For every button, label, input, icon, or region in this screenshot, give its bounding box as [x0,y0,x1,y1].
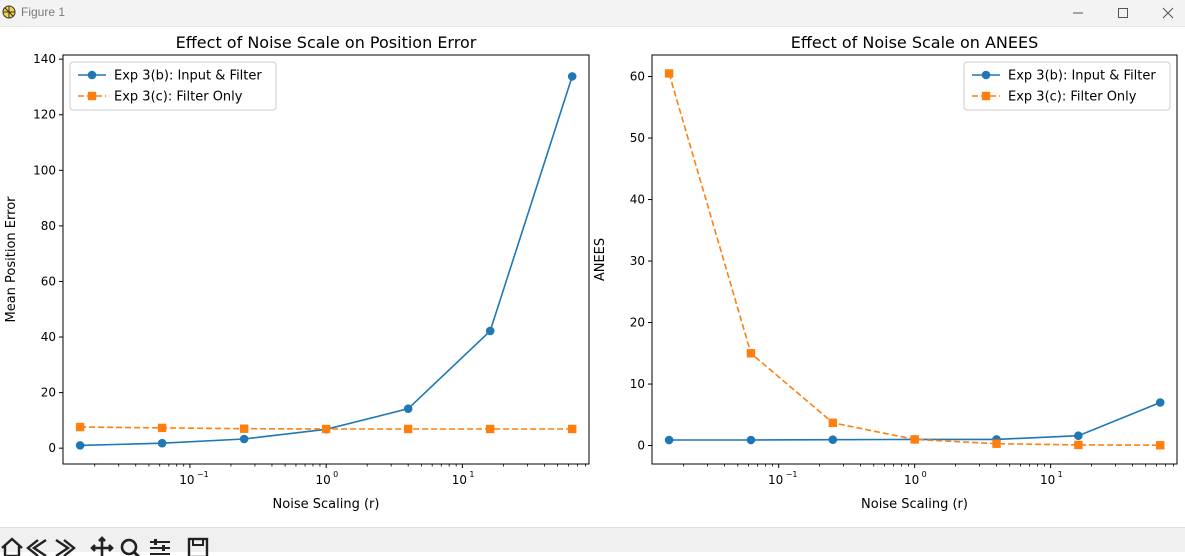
y-tick-label: 80 [41,219,56,233]
y-tick-label: 0 [637,439,645,453]
maximize-button[interactable] [1100,0,1146,26]
data-point [485,424,495,434]
minimize-button[interactable] [1055,0,1101,26]
data-point [910,435,919,444]
x-tick-label-exponent: 0 [333,470,338,479]
x-tick-label-base: 10 [452,473,467,487]
data-point [664,435,674,445]
y-tick-label: 10 [630,377,645,391]
x-tick-label-base: 10 [179,473,194,487]
x-tick-label-base: 10 [316,473,331,487]
y-tick-label: 60 [630,70,645,84]
y-tick-label: 100 [33,163,56,177]
y-tick-label: 60 [41,274,56,288]
legend-marker [87,70,97,80]
x-tick-label-exponent: −1 [786,470,798,479]
data-point [239,424,249,433]
y-tick-label: 20 [630,316,645,330]
y-tick-label: 120 [33,108,56,122]
figure-canvas[interactable]: Effect of Noise Scale on Position Error N… [0,27,1185,527]
matplotlib-figure-icon [2,5,16,19]
data-point [485,326,495,336]
x-tick-label-base: 10 [1040,473,1055,487]
configure-subplots-icon[interactable] [148,536,172,556]
data-point [1156,441,1165,450]
chart-1: Effect of Noise Scale on Position Error N… [4,33,590,512]
chart-title: Effect of Noise Scale on ANEES [791,33,1039,52]
series-line [669,401,1161,441]
home-icon[interactable] [0,536,24,556]
data-point [239,434,249,444]
close-button[interactable] [1145,0,1185,26]
chart-2: Effect of Noise Scale on ANEES Noise Scal… [593,33,1178,512]
axes-frame [651,54,1178,465]
legend-frame [69,61,277,111]
x-axis-label: Noise Scaling (r) [273,497,380,512]
data-point [1155,398,1165,407]
legend-marker [981,91,991,101]
y-tick-label: 30 [630,254,645,268]
data-point [828,435,838,445]
legend: Exp 3(b): Input & Filter Exp 3(c): Filter… [69,61,277,111]
x-tick-label-base: 10 [768,473,783,487]
y-tick-label: 140 [33,52,56,66]
legend-marker [981,70,991,80]
chart-title: Effect of Noise Scale on Position Error [176,33,477,52]
axes-frame [62,54,590,465]
data-point [1074,440,1083,450]
close-icon [1162,7,1174,19]
x-tick-label-exponent: −1 [197,470,209,479]
pan-icon[interactable] [90,536,114,556]
window-titlebar: Figure 1 [0,0,1185,27]
y-tick-label: 0 [48,441,56,455]
minimize-icon [1073,12,1083,14]
y-axis-label: ANEES [593,238,608,281]
x-tick-label-exponent: 0 [922,470,927,479]
legend-label: Exp 3(b): Input & Filter [1008,69,1156,84]
zoom-icon[interactable] [118,536,142,556]
forward-icon[interactable] [52,536,76,556]
x-axis-label: Noise Scaling (r) [861,497,968,512]
y-tick-label: 20 [41,386,56,400]
x-tick-label-base: 10 [904,473,919,487]
maximize-icon [1118,8,1128,18]
save-icon[interactable] [186,536,210,556]
series-line [80,76,573,447]
data-point [1074,431,1083,441]
data-point [568,424,577,434]
series-line [668,73,1161,446]
data-point [403,404,413,414]
legend-frame [963,61,1171,111]
legend-label: Exp 3(c): Filter Only [1008,90,1137,105]
data-point [75,422,85,432]
data-point [828,418,838,427]
data-point [403,424,413,434]
figure-svg: Effect of Noise Scale on Position Error N… [4,33,1178,512]
window-title: Figure 1 [21,5,66,19]
back-icon[interactable] [26,536,50,556]
legend-label: Exp 3(b): Input & Filter [114,69,262,84]
legend: Exp 3(b): Input & Filter Exp 3(c): Filter… [963,61,1171,111]
y-tick-label: 50 [630,131,645,145]
navigation-toolbar [0,527,1185,556]
data-point [157,423,167,433]
data-point [321,424,331,434]
data-point [664,69,674,78]
legend-label: Exp 3(c): Filter Only [114,90,243,105]
data-point [567,72,577,81]
x-tick-label-exponent: 1 [1058,470,1063,479]
data-point [157,438,167,448]
data-point [746,349,756,358]
data-point [75,441,85,450]
y-tick-label: 40 [630,193,645,207]
legend-marker [87,91,97,101]
data-point [746,435,756,445]
y-axis-label: Mean Position Error [4,196,19,323]
data-point [992,439,1001,448]
y-tick-label: 40 [41,330,56,344]
x-tick-label-exponent: 1 [469,470,474,479]
